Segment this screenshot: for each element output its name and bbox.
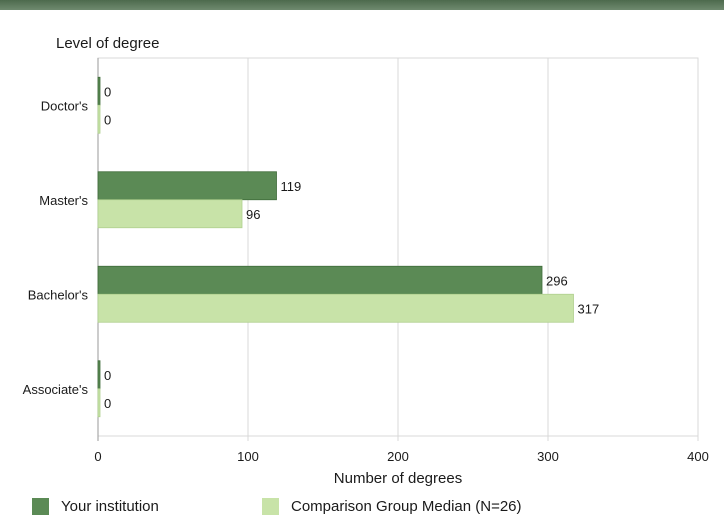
legend-swatch-your-institution: [32, 498, 49, 515]
bar: [97, 388, 101, 418]
data-label: 317: [578, 301, 600, 316]
legend-label-comparison-median: Comparison Group Median (N=26): [291, 498, 522, 515]
x-tick-label: 400: [687, 449, 709, 464]
legend: Your institution Comparison Group Median…: [0, 496, 724, 519]
bar: [97, 265, 543, 295]
data-label: 0: [104, 396, 111, 411]
bars-group: 0 0 119 96 296 317 0 0: [97, 76, 600, 418]
bar: [97, 360, 101, 390]
x-tick-label: 200: [387, 449, 409, 464]
data-label: 0: [104, 84, 111, 99]
legend-item-comparison-median: Comparison Group Median (N=26): [262, 498, 522, 515]
category-label: Bachelor's: [28, 287, 89, 302]
x-tick-label: 300: [537, 449, 559, 464]
data-label: 0: [104, 368, 111, 383]
x-axis-title: Number of degrees: [334, 470, 462, 487]
data-label: 0: [104, 112, 111, 127]
x-tick-label: 100: [237, 449, 259, 464]
grid-lines: [97, 57, 699, 441]
data-label: 119: [281, 179, 302, 194]
y-axis-title: Level of degree: [56, 35, 159, 52]
legend-swatch-comparison-median: [262, 498, 279, 515]
top-banner-bar: [0, 0, 724, 10]
category-label: Master's: [39, 193, 88, 208]
bar: [97, 293, 574, 323]
bar: [97, 104, 101, 134]
x-tick-labels: 0 100 200 300 400: [94, 449, 708, 464]
category-labels: Doctor's Master's Bachelor's Associate's: [23, 98, 89, 397]
x-tick-label: 0: [94, 449, 101, 464]
bar: [97, 171, 277, 201]
category-label: Doctor's: [41, 98, 89, 113]
legend-item-your-institution: Your institution: [32, 498, 159, 515]
bar-chart: Level of degree 0 0 119 96 296 317 0 0 Doctor's…: [23, 35, 709, 487]
legend-label-your-institution: Your institution: [61, 498, 159, 515]
data-label: 296: [546, 273, 568, 288]
bar: [97, 76, 101, 106]
category-label: Associate's: [23, 382, 89, 397]
data-label: 96: [246, 207, 260, 222]
bar: [97, 199, 243, 229]
